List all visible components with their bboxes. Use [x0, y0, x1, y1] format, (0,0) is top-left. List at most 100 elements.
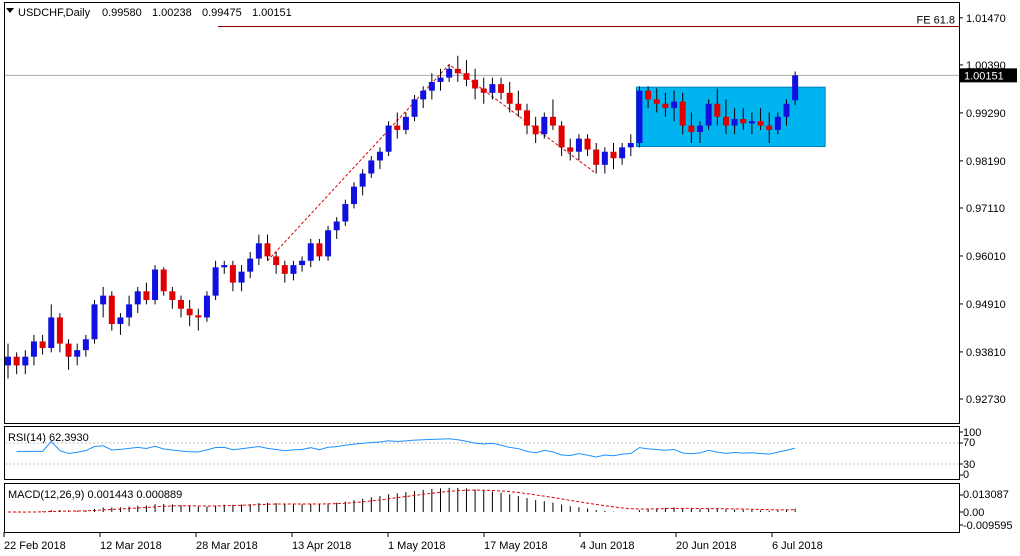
candle-body — [82, 339, 89, 351]
price-tick-label: 0.98190 — [966, 156, 1006, 168]
candle-body — [584, 138, 591, 150]
rsi-tick-70: 70 — [963, 437, 975, 449]
candle-body — [160, 269, 167, 292]
candle-body — [264, 243, 271, 257]
macd-tick-bottom: -0.009595 — [963, 520, 1013, 532]
candle-body — [134, 291, 141, 305]
candle-body — [766, 125, 773, 130]
candle-body — [437, 77, 444, 82]
candle-body — [221, 265, 228, 268]
price-tick-label: 0.96010 — [966, 251, 1006, 263]
candle-body — [593, 149, 600, 165]
candle-body — [662, 103, 669, 109]
open-value: 0.99580 — [102, 7, 142, 19]
rsi-label: RSI(14) 62.3930 — [8, 432, 89, 444]
candle-body — [748, 121, 755, 124]
high-value: 1.00238 — [152, 7, 192, 19]
candle-body — [212, 267, 219, 296]
price-tick-label: 0.93810 — [966, 347, 1006, 359]
candle-body — [238, 271, 245, 283]
current-price-tag — [960, 68, 1017, 83]
candle-body — [688, 125, 695, 133]
date-tick-label: 17 May 2018 — [484, 540, 548, 552]
candle-body — [143, 291, 150, 301]
candles-group — [5, 55, 799, 379]
candle-body — [273, 256, 280, 266]
candle-body — [541, 116, 548, 135]
candle-body — [722, 116, 729, 126]
candle-body — [385, 125, 392, 152]
candle-body — [299, 260, 306, 266]
fe-61-8-label: FE 61.8 — [916, 15, 955, 27]
candle-body — [402, 116, 409, 130]
candle-body — [446, 68, 453, 78]
candle-body — [56, 317, 63, 344]
candle-body — [610, 151, 617, 159]
candle-body — [558, 125, 565, 148]
candle-body — [714, 103, 721, 117]
candle-body — [126, 304, 133, 318]
candle-body — [757, 121, 764, 126]
candle-body — [627, 143, 634, 148]
date-tick-label: 1 May 2018 — [388, 540, 445, 552]
candle-body — [307, 243, 314, 261]
rsi-tick-30: 30 — [963, 459, 975, 471]
candle-body — [428, 81, 435, 91]
candle-body — [5, 356, 11, 366]
candle-body — [178, 300, 184, 309]
candle-body — [325, 230, 332, 257]
candle-body — [575, 138, 582, 152]
price-axis: 1.014701.003900.992900.981900.971100.960… — [959, 13, 1006, 406]
date-axis: 22 Feb 2018 12 Mar 2018 28 Mar 2018 13 Apr … — [3, 532, 823, 552]
candle-body — [498, 84, 505, 93]
collapse-triangle-icon[interactable] — [6, 8, 14, 13]
symbol-label: USDCHF,Daily — [18, 7, 91, 19]
low-value: 0.99475 — [202, 7, 242, 19]
candle-body — [705, 103, 712, 126]
candle-body — [524, 110, 530, 126]
price-tick-label: 0.99290 — [966, 108, 1006, 120]
candle-body — [420, 90, 427, 100]
close-value: 1.00151 — [252, 7, 292, 19]
candle-body — [152, 269, 159, 301]
candle-body — [316, 243, 323, 257]
candle-body — [645, 90, 652, 100]
macd-label: MACD(12,26,9) 0.001443 0.000889 — [8, 489, 182, 501]
candle-body — [91, 304, 98, 340]
candle-body — [697, 125, 703, 133]
candle-body — [333, 221, 340, 231]
candle-body — [472, 79, 479, 89]
candle-body — [549, 116, 556, 126]
rsi-line — [16, 438, 796, 458]
candle-body — [480, 88, 487, 93]
candle-body — [679, 101, 686, 126]
candle-body — [30, 341, 37, 357]
date-tick-label: 13 Apr 2018 — [292, 540, 351, 552]
macd-signal-line — [7, 489, 796, 513]
date-tick-label: 4 Jun 2018 — [580, 540, 634, 552]
candle-body — [203, 295, 210, 318]
candle-body — [740, 119, 747, 124]
candle-body — [195, 315, 202, 318]
rsi-tick-100: 100 — [963, 427, 981, 439]
candle-body — [619, 147, 626, 159]
candle-body — [247, 258, 254, 272]
candle-body — [792, 75, 799, 101]
candle-body — [39, 341, 46, 348]
candle-body — [229, 265, 236, 283]
rsi-tick-0: 0 — [963, 469, 969, 481]
candle-body — [22, 356, 29, 366]
date-tick-label: 12 Mar 2018 — [100, 540, 162, 552]
date-tick-label: 6 Jul 2018 — [772, 540, 823, 552]
candle-body — [48, 317, 55, 348]
candle-body — [454, 68, 461, 74]
current-price-text: 1.00151 — [964, 70, 1004, 82]
candle-body — [342, 204, 349, 222]
price-tick-label: 0.97110 — [966, 203, 1005, 215]
candle-body — [117, 317, 124, 324]
candle-body — [359, 173, 366, 187]
candle-body — [774, 116, 781, 130]
candle-body — [636, 90, 643, 143]
candle-body — [74, 350, 81, 357]
